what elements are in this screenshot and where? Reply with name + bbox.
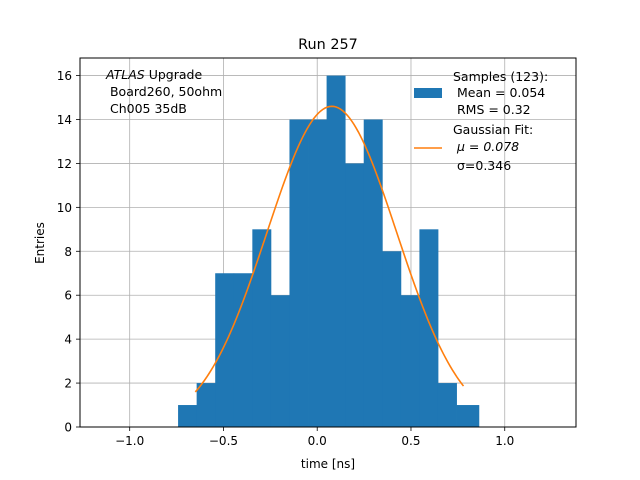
legend-fit-line-2: μ = 0.078 <box>453 139 519 154</box>
histogram-bar <box>196 383 216 427</box>
histogram-bar <box>363 119 383 427</box>
y-tick-label: 8 <box>64 245 72 259</box>
y-tick-label: 10 <box>57 201 72 215</box>
histogram-bars <box>178 75 480 428</box>
histogram-bar <box>345 163 365 427</box>
histogram-bar <box>178 405 198 427</box>
y-tick-label: 6 <box>64 289 72 303</box>
y-tick-label: 14 <box>57 113 72 127</box>
legend-fit-line-1: Gaussian Fit: <box>453 122 533 137</box>
y-tick-label: 2 <box>64 377 72 391</box>
histogram-bar <box>326 75 346 428</box>
y-tick-label: 16 <box>57 69 72 83</box>
legend-samples-swatch <box>414 88 442 98</box>
legend-samples-line-3: RMS = 0.32 <box>453 102 531 117</box>
x-tick-label: 0.5 <box>401 434 420 448</box>
x-tick-label: −0.5 <box>209 434 238 448</box>
annotation-line-3: Ch005 35dB <box>106 101 187 116</box>
y-tick-label: 12 <box>57 157 72 171</box>
histogram-bar <box>456 405 480 427</box>
x-tick-label: −1.0 <box>115 434 144 448</box>
gaussian-fit-curve <box>194 105 465 393</box>
y-axis-ticks: 0 2 4 6 8 10 12 14 16 <box>57 69 80 435</box>
histogram-bar <box>437 383 457 427</box>
x-tick-label: 1.0 <box>495 434 514 448</box>
histogram-bar <box>308 119 327 427</box>
legend: Samples (123): Mean = 0.054 RMS = 0.32 G… <box>414 69 548 173</box>
x-tick-label: 0.0 <box>308 434 327 448</box>
x-axis-label: time [ns] <box>301 457 355 471</box>
x-axis-ticks: −1.0 −0.5 0.0 0.5 1.0 <box>115 427 514 448</box>
y-tick-label: 0 <box>64 421 72 435</box>
histogram-bar <box>289 119 309 427</box>
plot-frame <box>79 57 577 428</box>
histogram-bar <box>252 229 272 427</box>
legend-samples-line-1: Samples (123): <box>453 69 548 84</box>
annotation-line-1: ATLAS Upgrade <box>105 67 202 82</box>
histogram-bar <box>400 295 420 427</box>
histogram-bar <box>233 273 253 427</box>
annotation-atlas: ATLAS <box>105 67 145 82</box>
annotation-line-2: Board260, 50ohm <box>106 84 222 99</box>
histogram-bar <box>419 229 439 427</box>
legend-samples-line-2: Mean = 0.054 <box>453 85 545 100</box>
annotation-upgrade: Upgrade <box>145 67 203 82</box>
histogram-bar <box>382 251 402 427</box>
histogram-bar <box>270 295 290 427</box>
histogram-bar <box>215 273 235 427</box>
y-tick-label: 4 <box>64 333 72 347</box>
y-axis-label: Entries <box>33 222 47 264</box>
chart-title: Run 257 <box>298 37 358 53</box>
legend-fit-line-3: σ=0.346 <box>453 158 511 173</box>
annotation-block: ATLAS Upgrade Board260, 50ohm Ch005 35dB <box>105 67 222 116</box>
